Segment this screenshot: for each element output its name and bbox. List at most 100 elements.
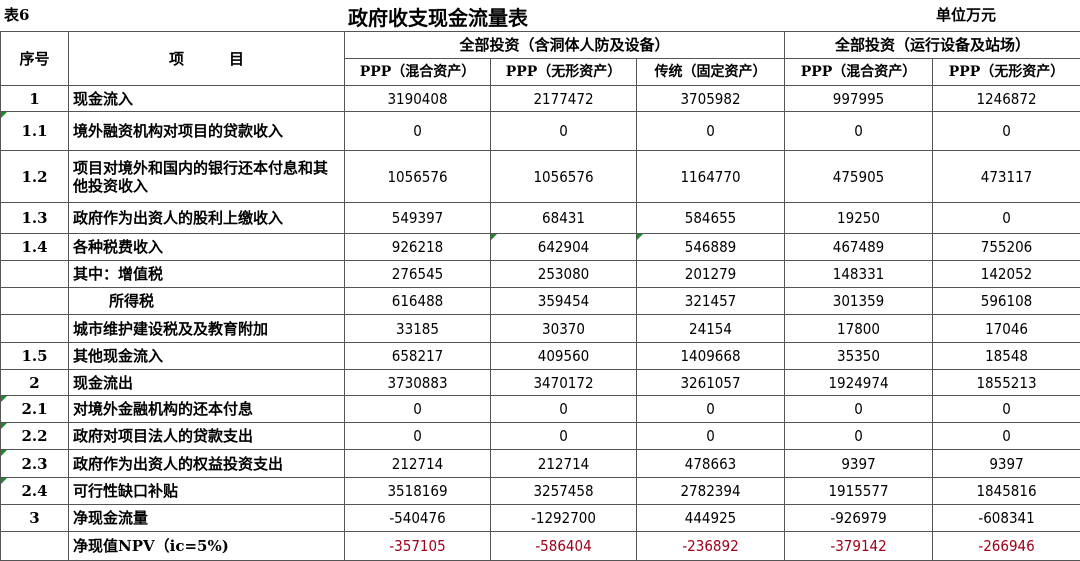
row-value: 1246872 [933,86,1080,112]
row-seq: 2.2 [1,423,69,450]
row-value: 584655 [637,203,785,234]
row-value: -236892 [637,532,785,561]
row-value: -608341 [933,505,1080,532]
row-item: 项目对境外和国内的银行还本付息和其他投资收入 [69,151,345,203]
row-seq: 1.4 [1,234,69,261]
row-value: 596108 [933,288,1080,315]
row-value: 0 [637,112,785,151]
row-value: 3518169 [345,478,491,505]
row-value: 33185 [345,315,491,343]
row-value: 0 [785,112,933,151]
row-value: 478663 [637,450,785,478]
row-value: 17800 [785,315,933,343]
row-value: 201279 [637,261,785,288]
row-value: 321457 [637,288,785,315]
row-value: 30370 [491,315,637,343]
header-group-2: 全部投资（运行设备及站场） [785,32,1080,59]
row-value: -540476 [345,505,491,532]
row-value: 2177472 [491,86,637,112]
row-item: 政府作为出资人的股利上缴收入 [69,203,345,234]
row-value: 658217 [345,343,491,370]
header-column: 传统（固定资产） [637,59,785,86]
header-column: PPP（无形资产） [933,59,1080,86]
header-seq: 序号 [1,32,69,86]
row-value: 142052 [933,261,1080,288]
row-value: 473117 [933,151,1080,203]
row-value: 409560 [491,343,637,370]
row-seq: 2.3 [1,450,69,478]
row-seq: 1.5 [1,343,69,370]
row-value: 3257458 [491,478,637,505]
row-item: 所得税 [69,288,345,315]
row-value: 475905 [785,151,933,203]
row-value: 3190408 [345,86,491,112]
row-value: 1845816 [933,478,1080,505]
row-value: 1855213 [933,370,1080,396]
row-value: 276545 [345,261,491,288]
row-value: 1924974 [785,370,933,396]
row-value: 1409668 [637,343,785,370]
row-value: 1915577 [785,478,933,505]
header-group-1: 全部投资（含洞体人防及设备） [345,32,785,59]
row-value: 19250 [785,203,933,234]
row-item: 现金流出 [69,370,345,396]
row-value: 35350 [785,343,933,370]
row-value: 212714 [491,450,637,478]
row-value: 0 [785,423,933,450]
row-value: 68431 [491,203,637,234]
row-value: 9397 [933,450,1080,478]
row-value: 997995 [785,86,933,112]
row-value: -926979 [785,505,933,532]
row-item: 境外融资机构对项目的贷款收入 [69,112,345,151]
row-value: -1292700 [491,505,637,532]
row-item: 净现值NPV（ic=5%) [69,532,345,561]
row-value: 9397 [785,450,933,478]
row-value: -586404 [491,532,637,561]
row-value: 0 [345,423,491,450]
unit-label: 单位万元 [936,4,996,25]
row-seq: 1.3 [1,203,69,234]
row-value: 0 [491,396,637,423]
row-item: 现金流入 [69,86,345,112]
row-value: 0 [491,112,637,151]
row-item: 政府作为出资人的权益投资支出 [69,450,345,478]
row-value: 3261057 [637,370,785,396]
row-value: 359454 [491,288,637,315]
row-item: 净现金流量 [69,505,345,532]
header-item: 项 目 [69,32,345,86]
row-seq: 1 [1,86,69,112]
row-value: 549397 [345,203,491,234]
row-seq [1,315,69,343]
row-value: 253080 [491,261,637,288]
page-title: 政府收支现金流量表 [348,2,528,31]
row-seq: 1.2 [1,151,69,203]
row-seq: 2 [1,370,69,396]
row-value: 1056576 [491,151,637,203]
header-column: PPP（混合资产） [345,59,491,86]
row-value: 18548 [933,343,1080,370]
row-value: 148331 [785,261,933,288]
row-item: 可行性缺口补贴 [69,478,345,505]
row-seq: 3 [1,505,69,532]
row-value: 0 [637,396,785,423]
row-value: 3705982 [637,86,785,112]
row-value: 0 [933,423,1080,450]
row-seq [1,261,69,288]
row-value: 0 [785,396,933,423]
row-item: 对境外金融机构的还本付息 [69,396,345,423]
row-item: 其他现金流入 [69,343,345,370]
title-bar: 表6 政府收支现金流量表 单位万元 [0,0,1080,31]
row-item: 各种税费收入 [69,234,345,261]
row-value: 17046 [933,315,1080,343]
row-item: 城市维护建设税及及教育附加 [69,315,345,343]
header-column: PPP（混合资产） [785,59,933,86]
row-value: 755206 [933,234,1080,261]
